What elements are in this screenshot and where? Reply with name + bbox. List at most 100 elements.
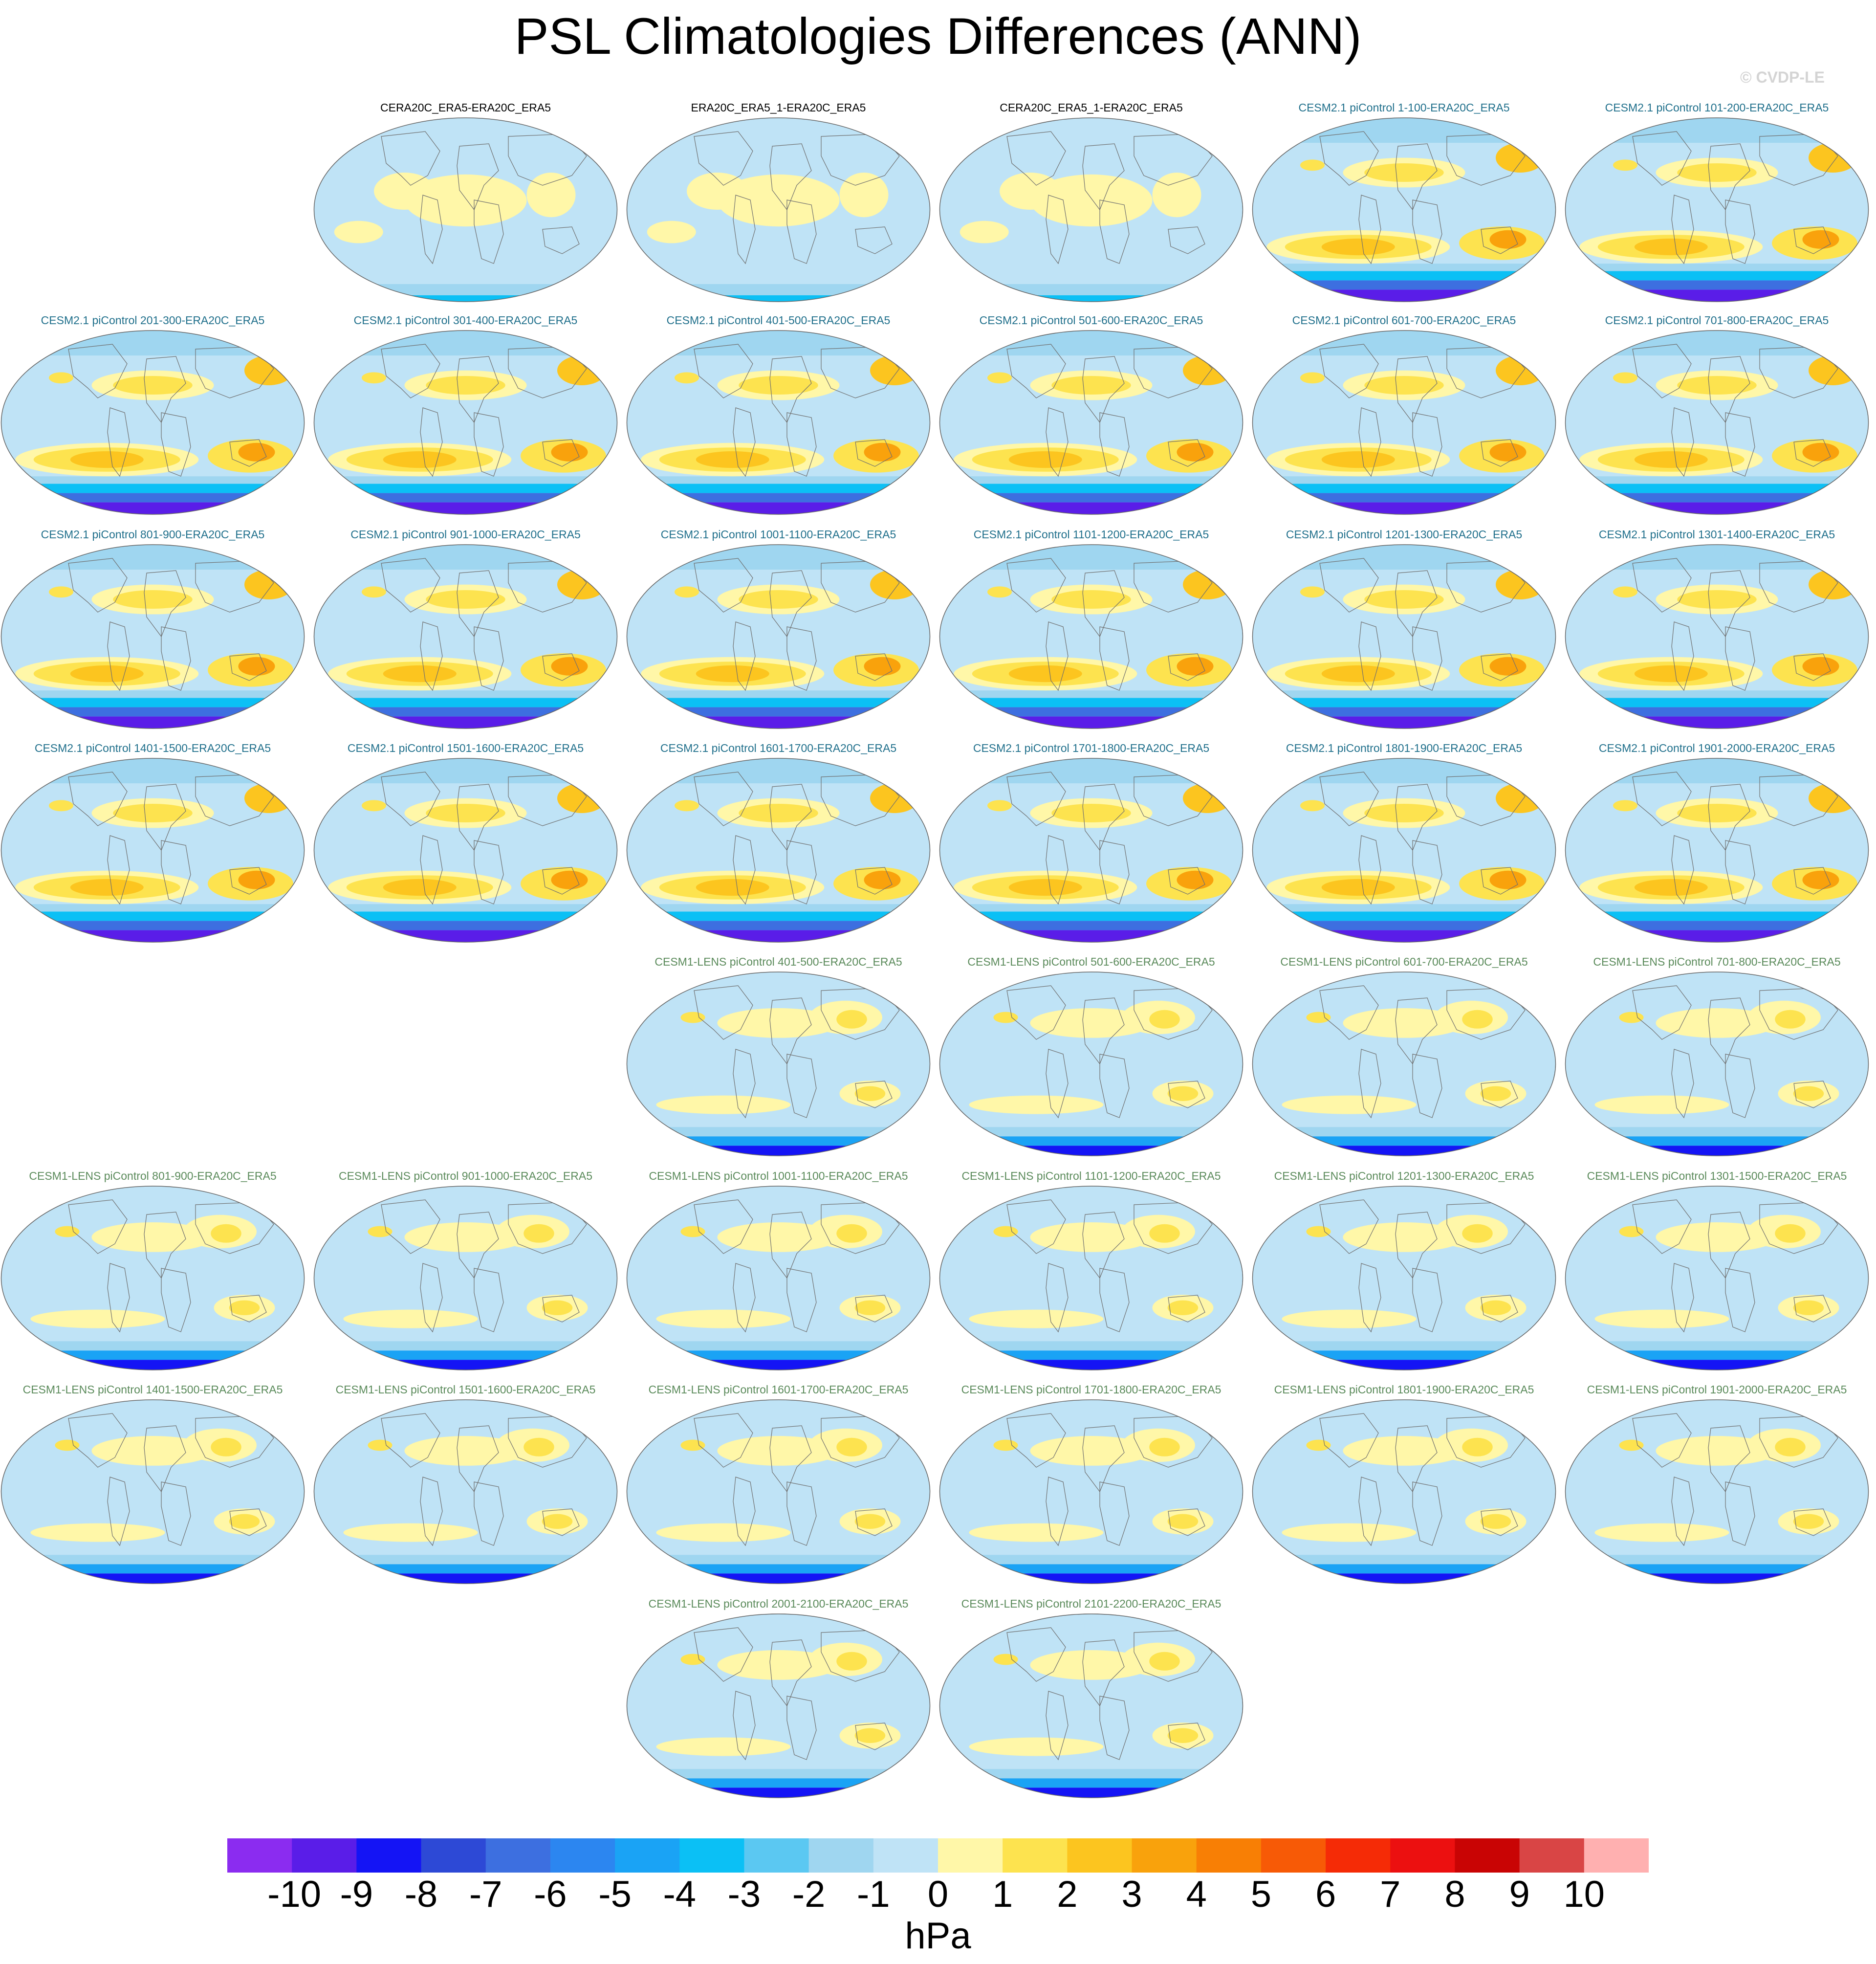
coastline bbox=[786, 1696, 817, 1760]
colorbar-tick-label: 10 bbox=[1563, 1874, 1605, 1915]
anomaly-contour bbox=[1496, 783, 1545, 813]
coastline bbox=[107, 835, 130, 905]
anomaly-contour bbox=[993, 1654, 1018, 1665]
panel-map bbox=[1252, 758, 1556, 943]
colorbar-tick-label: 3 bbox=[1121, 1874, 1142, 1915]
anomaly-band bbox=[1565, 930, 1869, 942]
coastline bbox=[786, 199, 817, 264]
anomaly-background bbox=[939, 1186, 1243, 1370]
anomaly-contour bbox=[1619, 1012, 1644, 1023]
anomaly-band bbox=[1, 1564, 305, 1574]
anomaly-band bbox=[627, 1573, 930, 1584]
map-outline bbox=[1565, 1186, 1869, 1370]
panel-label: CESM2.1 piControl 1-100-ERA20C_ERA5 bbox=[1298, 101, 1510, 114]
anomaly-band bbox=[1, 476, 305, 484]
map-panel: CESM2.1 piControl 701-800-ERA20C_ERA5 bbox=[1564, 313, 1870, 518]
anomaly-contour bbox=[1183, 783, 1232, 813]
coastline bbox=[68, 344, 128, 398]
anomaly-contour bbox=[113, 590, 193, 609]
coastline bbox=[855, 226, 893, 254]
panel-map bbox=[626, 330, 931, 515]
coastline bbox=[381, 131, 440, 186]
anomaly-band bbox=[1252, 698, 1556, 707]
coastline bbox=[1082, 1212, 1125, 1279]
coastline bbox=[1082, 570, 1125, 638]
colorbar-swatch bbox=[1132, 1838, 1197, 1873]
coastline bbox=[457, 143, 499, 211]
anomaly-band bbox=[627, 707, 930, 717]
coastline bbox=[694, 131, 753, 186]
coastline bbox=[1671, 407, 1694, 477]
colorbar-swatch bbox=[873, 1838, 938, 1873]
map-outline bbox=[939, 117, 1243, 302]
anomaly-contour bbox=[656, 1523, 791, 1542]
anomaly-contour bbox=[717, 174, 840, 227]
anomaly-band bbox=[1, 545, 305, 570]
anomaly-band bbox=[1, 493, 305, 503]
anomaly-band bbox=[1, 690, 305, 698]
panel-map bbox=[313, 117, 618, 302]
colorbar-tick-label: -5 bbox=[598, 1874, 632, 1915]
anomaly-background bbox=[1252, 1186, 1556, 1370]
anomaly-contour bbox=[739, 376, 818, 395]
colorbar-swatch bbox=[1390, 1838, 1455, 1873]
anomaly-contour bbox=[343, 1523, 478, 1542]
anomaly-band bbox=[627, 716, 930, 728]
anomaly-background bbox=[939, 972, 1243, 1156]
panel-map bbox=[0, 1399, 305, 1584]
anomaly-contour bbox=[836, 1437, 867, 1456]
anomaly-contour bbox=[656, 1737, 791, 1756]
anomaly-contour bbox=[334, 221, 383, 243]
anomaly-contour bbox=[696, 665, 769, 683]
anomaly-band bbox=[1565, 758, 1869, 784]
map-panel: CESM2.1 piControl 1701-1800-ERA20C_ERA5 bbox=[938, 741, 1244, 946]
anomaly-contour bbox=[244, 355, 293, 385]
anomaly-band bbox=[314, 716, 617, 728]
anomaly-band bbox=[627, 273, 930, 284]
anomaly-contour bbox=[113, 804, 193, 822]
map-outline bbox=[626, 1186, 931, 1370]
panel-map bbox=[1565, 971, 1869, 1156]
coastline bbox=[1006, 131, 1066, 186]
anomaly-background bbox=[1565, 972, 1869, 1156]
anomaly-contour bbox=[1300, 372, 1325, 384]
coastline bbox=[1319, 772, 1379, 826]
anomaly-contour bbox=[1634, 665, 1708, 683]
coastline bbox=[1006, 1627, 1066, 1682]
coastline bbox=[474, 1268, 504, 1332]
panel-map bbox=[626, 758, 931, 943]
map-panel: CESM2.1 piControl 101-200-ERA20C_ERA5 bbox=[1564, 100, 1870, 306]
coastline bbox=[457, 784, 499, 851]
anomaly-contour bbox=[656, 1309, 791, 1328]
coastline bbox=[1006, 558, 1066, 613]
panel-label: CESM2.1 piControl 801-900-ERA20C_ERA5 bbox=[41, 528, 265, 541]
anomaly-band bbox=[1252, 289, 1556, 302]
map-panel: CESM1-LENS piControl 801-900-ERA20C_ERA5 bbox=[0, 1169, 305, 1374]
panel-label: CESM2.1 piControl 1601-1700-ERA20C_ERA5 bbox=[660, 742, 897, 754]
coastline bbox=[1708, 784, 1750, 851]
anomaly-contour bbox=[70, 451, 144, 468]
map-outline bbox=[313, 758, 618, 943]
coastline bbox=[1481, 1508, 1518, 1536]
coastline bbox=[769, 997, 812, 1065]
coastline bbox=[733, 1477, 756, 1546]
map-outline bbox=[626, 971, 931, 1156]
map-outline bbox=[0, 330, 305, 515]
anomaly-contour bbox=[1462, 1437, 1493, 1456]
colorbar-tick-label: 7 bbox=[1380, 1874, 1401, 1915]
panel-label: CESM1-LENS piControl 1201-1300-ERA20C_ER… bbox=[1274, 1170, 1534, 1182]
anomaly-contour bbox=[368, 1439, 393, 1451]
anomaly-contour bbox=[836, 1652, 867, 1671]
anomaly-band bbox=[314, 758, 617, 784]
coastline bbox=[229, 1295, 267, 1323]
anomaly-band bbox=[627, 493, 930, 503]
coastline bbox=[855, 439, 893, 467]
anomaly-band bbox=[939, 1787, 1243, 1798]
map-panel: CESM1-LENS piControl 901-1000-ERA20C_ERA… bbox=[313, 1169, 618, 1374]
panel-label: CESM1-LENS piControl 1601-1700-ERA20C_ER… bbox=[648, 1383, 909, 1396]
anomaly-contour bbox=[1677, 590, 1757, 609]
anomaly-band bbox=[939, 921, 1243, 930]
colorbar-tick-label: 1 bbox=[992, 1874, 1013, 1915]
anomaly-band bbox=[627, 1127, 930, 1137]
coastline bbox=[474, 626, 504, 691]
